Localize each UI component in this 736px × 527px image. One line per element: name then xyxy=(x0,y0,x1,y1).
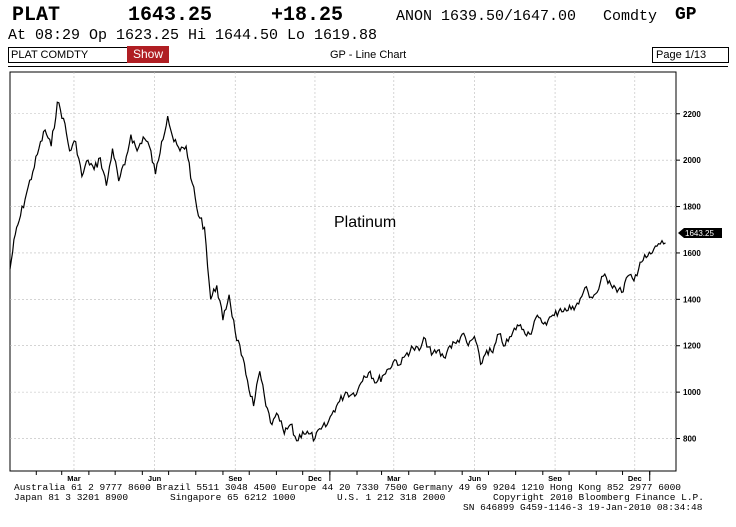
y-tick-label: 1000 xyxy=(683,388,701,397)
y-axis: 800 1000 1200 1400 1600 1800 2000 2200 xyxy=(676,110,701,444)
market-sector: Comdty xyxy=(603,8,658,25)
x-tick-label: Jun xyxy=(468,474,482,481)
price-tag-shape xyxy=(678,228,722,238)
price-chart[interactable]: 800 1000 1200 1400 1600 1800 2000 2200 Mar Jun Se… xyxy=(0,68,736,481)
anon-quote: ANON 1639.50/1647.00 xyxy=(396,8,577,25)
y-tick-label: 2200 xyxy=(683,110,701,119)
footer-serial: SN 646899 G459-1146-3 19-Jan-2010 08:34:… xyxy=(463,502,703,513)
quote-header: PLAT 1643.25 +18.25 ANON 1639.50/1647.00… xyxy=(8,4,728,27)
x-tick-label: Sep xyxy=(228,474,242,481)
price-tag-label: 1643.25 xyxy=(685,229,714,238)
divider xyxy=(8,66,728,67)
chart-toolbar: PLAT COMDTY Show GP - Line Chart Page 1/… xyxy=(0,45,736,65)
y-tick-label: 2000 xyxy=(683,156,701,165)
y-tick-label: 1400 xyxy=(683,295,701,304)
x-tick-label: Dec xyxy=(628,474,642,481)
x-axis: MarJunSepDecMarJunSepDec200820092010 xyxy=(35,471,651,481)
chart-title: GP - Line Chart xyxy=(330,49,407,61)
security-field[interactable]: PLAT COMDTY xyxy=(8,47,128,63)
footer-copyright: Copyright 2010 Bloomberg Finance L.P. xyxy=(493,492,704,503)
show-button[interactable]: Show xyxy=(127,46,169,63)
last-price: 1643.25 xyxy=(128,4,213,27)
function-code[interactable]: GP xyxy=(675,5,697,25)
plot-frame xyxy=(9,71,677,472)
price-change: +18.25 xyxy=(271,4,344,27)
ticker-symbol: PLAT xyxy=(12,4,61,27)
y-tick-label: 1600 xyxy=(683,249,701,258)
grid-lines xyxy=(10,72,676,471)
x-tick-label: Jun xyxy=(148,474,162,481)
x-tick-label: Dec xyxy=(308,474,322,481)
session-stats: At 08:29 Op 1623.25 Hi 1644.50 Lo 1619.8… xyxy=(8,27,378,44)
price-line xyxy=(9,101,666,443)
footer-singapore: Singapore 65 6212 1000 xyxy=(170,492,296,503)
y-tick-label: 1200 xyxy=(683,342,701,351)
last-price-tag: 1643.25 xyxy=(678,228,722,238)
y-tick-label: 800 xyxy=(683,435,697,444)
footer-japan: Japan 81 3 3201 8900 xyxy=(14,492,129,503)
x-tick-label: Mar xyxy=(387,474,400,481)
chart-series-title: Platinum xyxy=(334,214,396,231)
footer-line-1: Australia 61 2 9777 8600 Brazil 5511 304… xyxy=(14,482,682,493)
x-tick-label: Sep xyxy=(548,474,562,481)
y-tick-label: 1800 xyxy=(683,203,701,212)
page-indicator[interactable]: Page 1/13 xyxy=(652,47,729,63)
footer-us: U.S. 1 212 318 2000 xyxy=(337,492,446,503)
x-tick-label: Mar xyxy=(67,474,80,481)
